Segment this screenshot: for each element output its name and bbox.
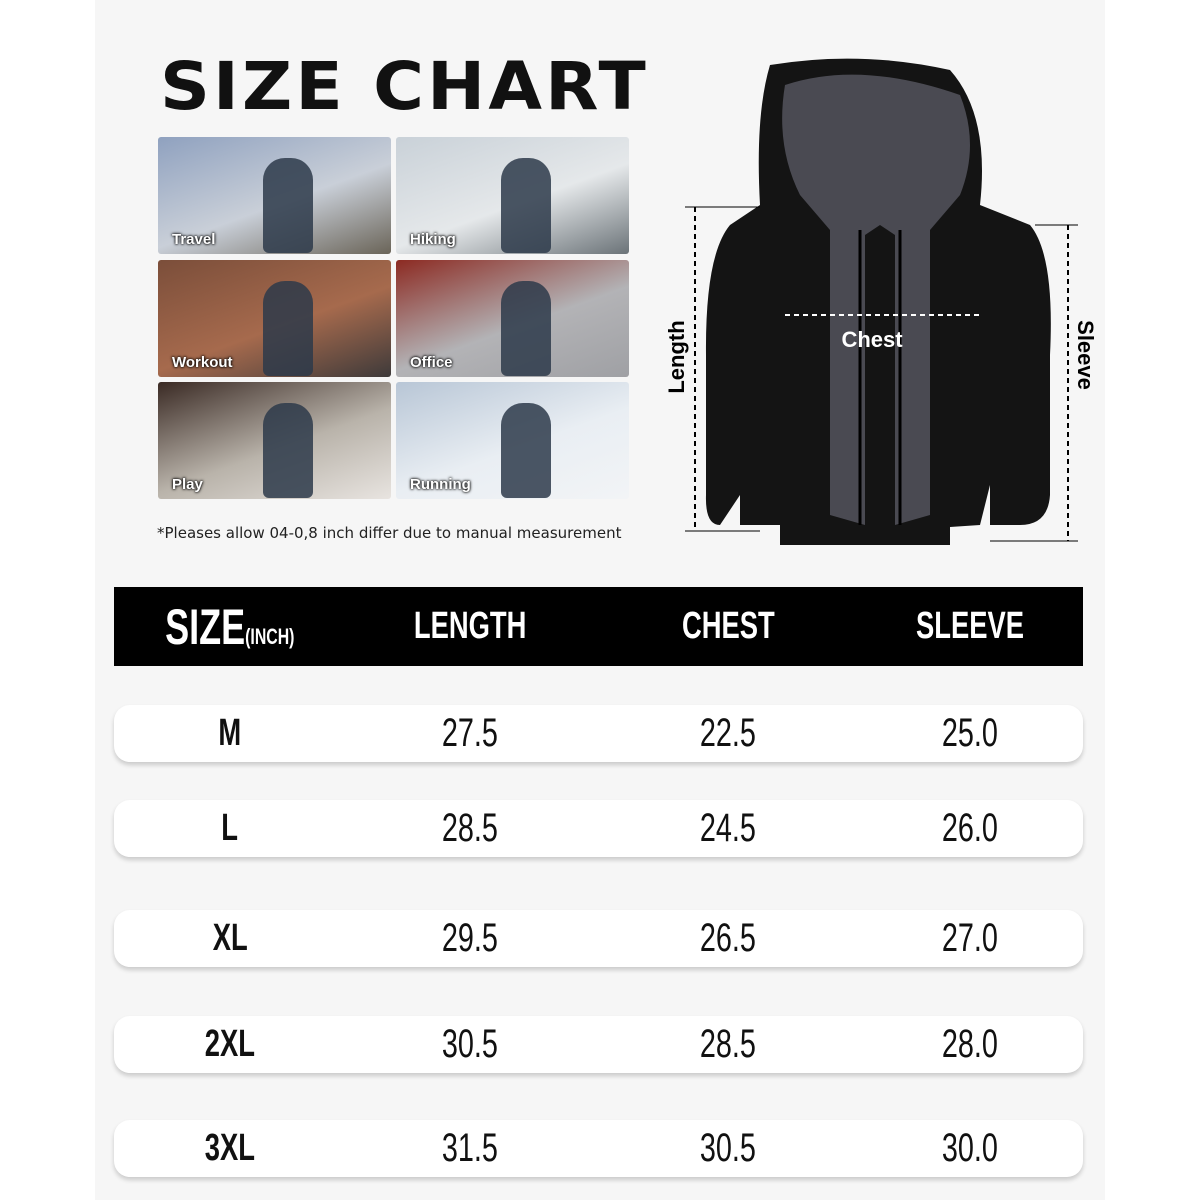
person-figure [500, 158, 551, 254]
page-title: SIZE CHART [160, 48, 649, 125]
photo-play: Play [158, 382, 391, 499]
cell-length: 28.5 [441, 806, 499, 850]
header-size: SIZE(INCH) [165, 598, 295, 655]
cell-chest: 26.5 [699, 916, 757, 960]
photo-label: Travel [172, 231, 216, 248]
header-sleeve: SLEEVE [916, 605, 1024, 647]
photo-hiking: Hiking [396, 137, 629, 254]
cell-sleeve: 27.0 [941, 916, 999, 960]
sleeve-label: Sleeve [1073, 320, 1098, 390]
hoodie-diagram: Chest Length Sleeve [664, 58, 1098, 546]
cell-size: XL [212, 917, 248, 959]
length-label: Length [664, 320, 689, 393]
cell-sleeve: 25.0 [941, 711, 999, 755]
table-row: M 27.5 22.5 25.0 [114, 705, 1083, 762]
cell-chest: 24.5 [699, 806, 757, 850]
measurement-note: *Pleases allow 04-0,8 inch differ due to… [157, 524, 622, 542]
person-figure [500, 281, 551, 377]
person-figure [262, 158, 313, 254]
photo-label: Office [410, 354, 453, 371]
cell-size: M [218, 712, 242, 754]
cell-size: 2XL [204, 1023, 256, 1065]
photo-running: Running [396, 382, 629, 499]
photo-label: Play [172, 476, 203, 493]
hoodie-fleece-lining [782, 74, 970, 525]
header-length: LENGTH [413, 605, 527, 647]
cell-length: 30.5 [441, 1022, 499, 1066]
cell-sleeve: 28.0 [941, 1022, 999, 1066]
photo-workout: Workout [158, 260, 391, 377]
photo-travel: Travel [158, 137, 391, 254]
header-chest: CHEST [681, 605, 775, 647]
photo-label: Running [410, 476, 471, 493]
person-figure [262, 281, 313, 377]
table-row: 3XL 31.5 30.5 30.0 [114, 1120, 1083, 1177]
photo-office: Office [396, 260, 629, 377]
table-header: SIZE(INCH) LENGTH CHEST SLEEVE [114, 587, 1083, 666]
table-row: L 28.5 24.5 26.0 [114, 800, 1083, 857]
cell-sleeve: 30.0 [941, 1126, 999, 1170]
cell-chest: 28.5 [699, 1022, 757, 1066]
person-figure [262, 403, 313, 499]
table-row: XL 29.5 26.5 27.0 [114, 910, 1083, 967]
cell-length: 31.5 [441, 1126, 499, 1170]
photo-label: Workout [172, 354, 233, 371]
photo-label: Hiking [410, 231, 456, 248]
cell-chest: 22.5 [699, 711, 757, 755]
cell-chest: 30.5 [699, 1126, 757, 1170]
chest-label: Chest [841, 327, 903, 352]
cell-size: 3XL [204, 1127, 256, 1169]
person-figure [500, 403, 551, 499]
cell-sleeve: 26.0 [941, 806, 999, 850]
cell-size: L [221, 807, 239, 849]
table-row: 2XL 30.5 28.5 28.0 [114, 1016, 1083, 1073]
cell-length: 29.5 [441, 916, 499, 960]
cell-length: 27.5 [441, 711, 499, 755]
